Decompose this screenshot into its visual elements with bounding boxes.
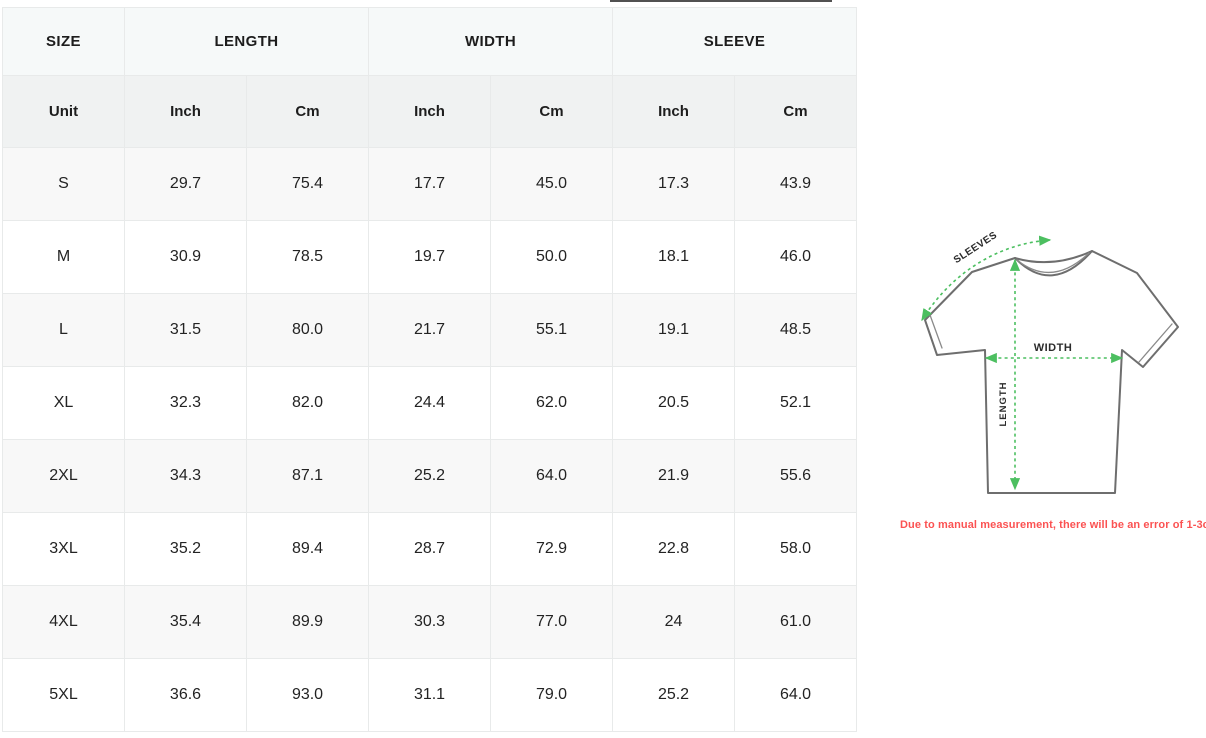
size-label: XL: [2, 366, 125, 440]
width-cm-cell: 62.0: [490, 366, 614, 440]
size-row-5xl: 5XL 36.6 93.0 31.1 79.0 25.2 64.0: [2, 658, 858, 732]
size-row-m: M 30.9 78.5 19.7 50.0 18.1 46.0: [2, 220, 858, 294]
sleeve-cm-cell: 46.0: [734, 220, 858, 294]
width-inch-cell: 25.2: [368, 439, 492, 513]
size-row-s: S 29.7 75.4 17.7 45.0 17.3 43.9: [2, 147, 858, 221]
length-cm-cell: 89.4: [245, 512, 370, 586]
length-inch-header: Inch: [124, 75, 247, 148]
length-cm-cell: 78.5: [245, 220, 370, 294]
sleeve-inch-cell: 25.2: [612, 658, 736, 732]
sleeves-measure-arrow: [921, 235, 1052, 322]
sleeve-inch-cell: 20.5: [612, 366, 736, 440]
measurement-error-note: Due to manual measurement, there will be…: [900, 519, 1206, 531]
sleeve-inch-cell: 24: [612, 585, 736, 659]
size-label: M: [2, 220, 125, 294]
width-cm-cell: 55.1: [490, 293, 614, 367]
width-inch-cell: 30.3: [368, 585, 492, 659]
length-label: LENGTH: [998, 381, 1009, 426]
length-inch-cell: 31.5: [124, 293, 247, 367]
size-row-4xl: 4XL 35.4 89.9 30.3 77.0 24 61.0: [2, 585, 858, 659]
sleeve-inch-cell: 19.1: [612, 293, 736, 367]
right-cuff-rib: [1138, 323, 1173, 363]
length-cm-cell: 80.0: [245, 293, 370, 367]
tshirt-outline: [924, 250, 1179, 494]
sleeves-label: SLEEVES: [952, 230, 1000, 266]
length-inch-cell: 35.2: [124, 512, 247, 586]
width-inch-cell: 28.7: [368, 512, 492, 586]
size-label: 5XL: [2, 658, 125, 732]
header-width: WIDTH: [368, 7, 614, 76]
length-inch-cell: 32.3: [124, 366, 247, 440]
length-inch-cell: 30.9: [124, 220, 247, 294]
top-edge-artifact: [610, 0, 832, 2]
width-inch-cell: 24.4: [368, 366, 492, 440]
sleeve-inch-cell: 18.1: [612, 220, 736, 294]
width-inch-cell: 17.7: [368, 147, 492, 221]
sleeve-cm-header: Cm: [734, 75, 858, 148]
length-inch-cell: 34.3: [124, 439, 247, 513]
width-cm-header: Cm: [490, 75, 614, 148]
width-cm-cell: 79.0: [490, 658, 614, 732]
sleeve-inch-cell: 17.3: [612, 147, 736, 221]
width-cm-cell: 45.0: [490, 147, 614, 221]
header-length: LENGTH: [123, 7, 370, 76]
unit-label: Unit: [2, 75, 125, 148]
sleeve-cm-cell: 58.0: [734, 512, 858, 586]
sleeve-cm-cell: 61.0: [734, 585, 858, 659]
tshirt-measurement-diagram: SLEEVES WIDTH LENGTH Due to manual measu…: [900, 212, 1206, 544]
sleeve-inch-header: Inch: [612, 75, 736, 148]
size-label: L: [2, 293, 125, 367]
length-cm-cell: 87.1: [245, 439, 370, 513]
length-inch-cell: 29.7: [124, 147, 247, 221]
sleeve-inch-cell: 21.9: [612, 439, 736, 513]
tshirt-diagram-icon: SLEEVES WIDTH LENGTH: [921, 230, 1179, 494]
length-cm-cell: 82.0: [245, 366, 370, 440]
length-cm-cell: 75.4: [245, 147, 370, 221]
size-row-l: L 31.5 80.0 21.7 55.1 19.1 48.5: [2, 293, 858, 367]
size-label: 2XL: [2, 439, 125, 513]
width-cm-cell: 72.9: [490, 512, 614, 586]
width-cm-cell: 50.0: [490, 220, 614, 294]
width-cm-cell: 77.0: [490, 585, 614, 659]
length-cm-cell: 93.0: [245, 658, 370, 732]
length-cm-header: Cm: [245, 75, 370, 148]
sleeve-inch-cell: 22.8: [612, 512, 736, 586]
sleeve-cm-cell: 43.9: [734, 147, 858, 221]
length-cm-cell: 89.9: [245, 585, 370, 659]
size-row-3xl: 3XL 35.2 89.4 28.7 72.9 22.8 58.0: [2, 512, 858, 586]
size-row-2xl: 2XL 34.3 87.1 25.2 64.0 21.9 55.6: [2, 439, 858, 513]
width-inch-header: Inch: [368, 75, 492, 148]
width-cm-cell: 64.0: [490, 439, 614, 513]
width-inch-cell: 19.7: [368, 220, 492, 294]
sleeve-cm-cell: 55.6: [734, 439, 858, 513]
sleeve-cm-cell: 48.5: [734, 293, 858, 367]
width-inch-cell: 31.1: [368, 658, 492, 732]
sleeve-cm-cell: 64.0: [734, 658, 858, 732]
size-label: 4XL: [2, 585, 125, 659]
size-chart-table: SIZE LENGTH WIDTH SLEEVE Unit Inch Cm In…: [2, 7, 858, 732]
width-inch-cell: 21.7: [368, 293, 492, 367]
width-label: WIDTH: [1034, 342, 1073, 354]
header-group-row: SIZE LENGTH WIDTH SLEEVE: [2, 7, 858, 76]
length-inch-cell: 36.6: [124, 658, 247, 732]
header-sleeve: SLEEVE: [612, 7, 858, 76]
sleeve-cm-cell: 52.1: [734, 366, 858, 440]
length-inch-cell: 35.4: [124, 585, 247, 659]
unit-header-row: Unit Inch Cm Inch Cm Inch Cm: [2, 75, 858, 148]
size-label: S: [2, 147, 125, 221]
size-label: 3XL: [2, 512, 125, 586]
size-row-xl: XL 32.3 82.0 24.4 62.0 20.5 52.1: [2, 366, 858, 440]
header-size: SIZE: [2, 7, 125, 76]
